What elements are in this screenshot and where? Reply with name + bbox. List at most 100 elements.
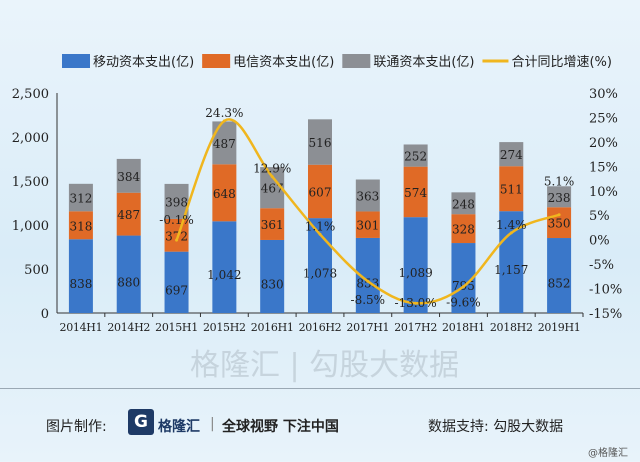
growth-label: -8.5% <box>351 293 386 307</box>
growth-label: 1.1% <box>305 219 336 233</box>
bar-label: 853 <box>356 276 379 290</box>
bar-1 <box>260 208 285 240</box>
legend-label: 移动资本支出(亿) <box>93 55 194 70</box>
bar-label: 328 <box>452 223 475 237</box>
bar-2 <box>547 186 572 208</box>
x-tick-label: 2018H1 <box>442 321 485 334</box>
y2-tick-label: 0% <box>589 234 610 249</box>
bar-label: 274 <box>500 148 523 162</box>
brand-logo: G <box>128 409 154 435</box>
legend-swatch-1 <box>202 54 231 68</box>
legend-swatch-2 <box>342 54 371 68</box>
bar-label: 852 <box>548 277 571 291</box>
x-tick-label: 2017H1 <box>346 321 389 334</box>
growth-label: -13.0% <box>395 296 437 310</box>
divider: | <box>210 416 215 432</box>
growth-label: 1.4% <box>496 218 527 232</box>
bar-2 <box>68 183 93 212</box>
x-tick-label: 2016H2 <box>299 321 342 334</box>
bar-0 <box>68 239 93 313</box>
x-tick-label: 2015H1 <box>155 321 198 334</box>
bar-label: 487 <box>213 137 236 151</box>
bar-0 <box>212 221 237 313</box>
bar-label: 697 <box>165 283 188 297</box>
growth-point <box>270 175 274 179</box>
bar-1 <box>451 214 476 244</box>
bar-2 <box>116 158 141 193</box>
growth-point <box>222 119 226 123</box>
y-tick-label: 2,500 <box>12 87 49 102</box>
bar-1 <box>499 166 524 212</box>
y-tick-label: 500 <box>24 263 49 278</box>
legend-label: 联通资本支出(亿) <box>373 55 474 70</box>
made-by-label: 图片制作: <box>46 419 107 435</box>
bar-2 <box>355 179 380 212</box>
bar-label: 830 <box>261 277 284 291</box>
growth-point <box>461 285 465 289</box>
watermark: 格隆汇 | 勾股大数据 <box>190 348 460 383</box>
legend-label: 合计同比增速(%) <box>511 55 612 70</box>
bar-1 <box>403 166 428 218</box>
bar-label: 238 <box>548 191 571 205</box>
x-tick-label: 2017H2 <box>394 321 437 334</box>
bar-1 <box>308 164 332 219</box>
growth-point <box>366 279 370 283</box>
growth-point <box>557 213 561 217</box>
slogan: 全球视野 下注中国 <box>222 419 339 435</box>
bar-label: 838 <box>69 277 92 291</box>
brand-name: 格隆汇 <box>158 419 200 435</box>
growth-label: -9.6% <box>446 296 481 310</box>
bar-label: 372 <box>165 229 188 243</box>
bar-label: 318 <box>69 219 92 233</box>
x-tick-label: 2018H2 <box>490 321 533 334</box>
bar-label: 516 <box>309 136 332 150</box>
bar-label: 487 <box>117 208 140 222</box>
bar-2 <box>403 144 428 167</box>
legend-label: 电信资本支出(亿) <box>233 55 334 70</box>
footer: 图片制作: G 格隆汇 | 全球视野 下注中国 数据支持: 勾股大数据 @格隆汇 <box>0 388 640 462</box>
bar-label: 361 <box>261 218 284 232</box>
bar-1 <box>116 192 141 236</box>
bar-label: 467 <box>261 182 284 196</box>
bar-label: 398 <box>165 195 188 209</box>
growth-point <box>175 238 179 242</box>
x-tick-label: 2019H1 <box>538 321 581 334</box>
growth-label: 24.3% <box>205 106 243 120</box>
growth-point <box>318 232 322 236</box>
growth-label: -0.1% <box>159 213 194 227</box>
y2-tick-label: 10% <box>589 185 618 200</box>
y2-tick-label: 30% <box>589 87 618 102</box>
bar-label: 312 <box>69 192 92 206</box>
y-tick-label: 1,000 <box>12 219 49 234</box>
y-tick-label: 0 <box>41 307 49 322</box>
bar-label: 350 <box>548 217 571 231</box>
bar-label: 574 <box>404 186 427 200</box>
bar-0 <box>116 235 141 313</box>
bar-label: 248 <box>452 197 475 211</box>
x-tick-label: 2016H1 <box>251 321 294 334</box>
y-tick-label: 1,500 <box>12 175 49 190</box>
growth-label: 5.1% <box>544 175 575 189</box>
y2-tick-label: -10% <box>589 283 622 298</box>
bar-label: 1,157 <box>494 263 528 277</box>
bar-0 <box>260 239 285 313</box>
bar-1 <box>164 218 189 252</box>
growth-point <box>414 301 418 305</box>
chart: 0 500 1,000 1,500 2,000 2,500 -15% -10% -5% 0% 5% 1… <box>12 54 622 334</box>
growth-label: 12.9% <box>253 162 291 176</box>
growth-point <box>509 231 513 235</box>
y2-tick-label: -5% <box>589 258 614 273</box>
bar-label: 384 <box>117 170 140 184</box>
bar-0 <box>547 238 572 313</box>
credit: @格隆汇 <box>588 448 628 459</box>
y2-tick-label: 25% <box>589 111 618 126</box>
bar-label: 1,078 <box>303 267 337 281</box>
bar-2 <box>212 121 237 165</box>
bar-label: 1,042 <box>207 268 241 282</box>
bar-0 <box>164 251 189 313</box>
y2-tick-label: 5% <box>589 209 610 224</box>
bar-label: 648 <box>213 187 236 201</box>
bar-0 <box>403 217 428 313</box>
y-tick-label: 2,000 <box>12 131 49 146</box>
y2-tick-label: -15% <box>589 307 622 322</box>
